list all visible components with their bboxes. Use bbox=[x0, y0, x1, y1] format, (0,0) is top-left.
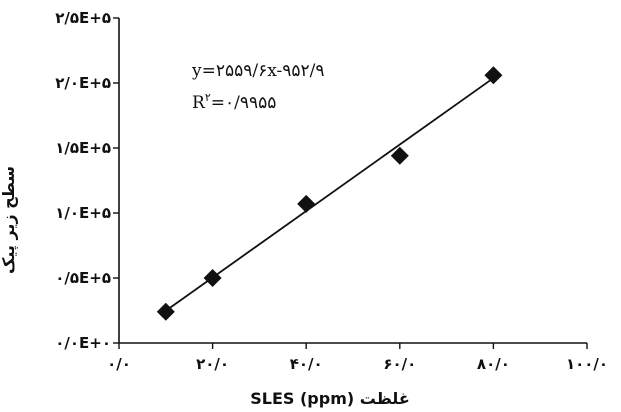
y-tick-label: ۱/۵E+۵ bbox=[55, 139, 111, 157]
y-tick-label: ۱/۰E+۵ bbox=[55, 204, 111, 222]
x-axis-title: غلظت SLES (ppm) bbox=[250, 389, 410, 408]
x-tick-label: ۱۰۰/۰ bbox=[566, 355, 608, 373]
x-tick-label: ۲۰/۰ bbox=[196, 355, 229, 373]
y-tick-label: ۲/۵E+۵ bbox=[55, 9, 111, 27]
y-tick-label: ۰/۵E+۵ bbox=[55, 269, 111, 287]
trendline-group bbox=[165, 77, 494, 312]
y-tick-label: ۰/۰E+۰ bbox=[55, 334, 111, 352]
equation-label: y=۲۵۵۹/۶x-۹۵۲/۹ bbox=[191, 61, 325, 81]
y-axis-title: سطح زیر پیک bbox=[0, 166, 19, 274]
r-squared-label: R۲=۰/۹۹۵۵ bbox=[192, 91, 276, 113]
data-point-marker bbox=[484, 66, 503, 85]
y-tick-label: ۲/۰E+۵ bbox=[55, 74, 111, 92]
ticks: ۰/۰ ۲۰/۰ ۴۰/۰ ۶۰/۰ ۸۰/۰ ۱۰۰/۰ ۰/۰E+۰ ۰/۵E+۵ ۱/۰E… bbox=[55, 9, 608, 373]
x-tick-label: ۰/۰ bbox=[107, 355, 131, 373]
x-tick-label: ۶۰/۰ bbox=[383, 355, 416, 373]
trendline bbox=[165, 77, 494, 312]
x-tick-label: ۴۰/۰ bbox=[290, 355, 323, 373]
axes bbox=[118, 18, 587, 344]
data-point-marker bbox=[390, 146, 409, 165]
data-point-marker bbox=[297, 194, 316, 213]
data-point-marker bbox=[156, 302, 175, 321]
data-points bbox=[156, 66, 503, 321]
x-tick-label: ۸۰/۰ bbox=[477, 355, 510, 373]
data-point-marker bbox=[203, 269, 222, 287]
